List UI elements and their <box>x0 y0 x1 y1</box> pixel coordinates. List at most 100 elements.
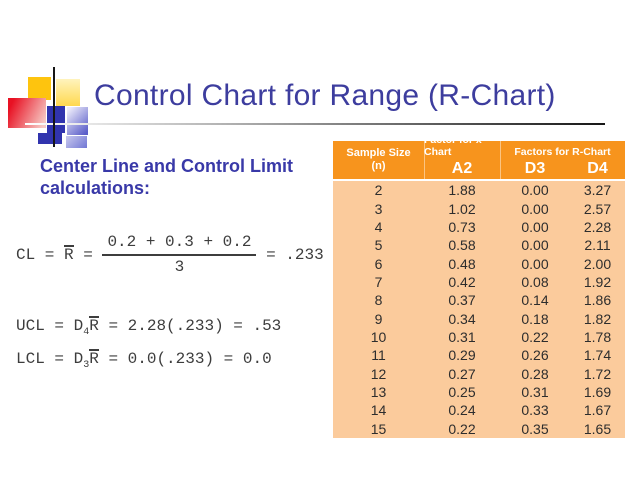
cell-a2: 0.73 <box>448 218 476 235</box>
table-row: 10 0.31 0.22 1.78 <box>333 328 625 346</box>
logo-gold-square <box>28 77 51 100</box>
cell-d4: 2.11 <box>584 237 611 254</box>
cell-d4: 1.67 <box>583 402 612 419</box>
table-row: 5 0.58 0.00 2.11 <box>333 236 625 254</box>
cell-a2: 0.58 <box>448 237 476 254</box>
cell-sample-size: 4 <box>374 218 383 235</box>
factors-table-body: 2 1.88 0.00 3.27 3 1.02 0.00 2.57 4 0.73… <box>333 181 625 438</box>
formula-lcl: LCL = D3R = 0.0(.233) = 0.0 <box>16 349 272 371</box>
cell-sample-size: 5 <box>374 237 383 254</box>
cell-sample-size: 14 <box>370 402 387 419</box>
cell-d4: 1.69 <box>583 384 612 401</box>
ucl-prefix: UCL = D <box>16 317 84 335</box>
table-row: 15 0.22 0.35 1.65 <box>333 420 625 438</box>
section-heading-line2: calculations: <box>40 178 151 198</box>
cl-fraction-numerator: 0.2 + 0.3 + 0.2 <box>102 233 257 256</box>
logo-vertical-line <box>53 67 55 147</box>
cell-d3: 0.28 <box>521 365 549 382</box>
cell-a2: 0.48 <box>448 255 476 272</box>
cell-a2: 1.02 <box>448 200 476 217</box>
table-row: 9 0.34 0.18 1.82 <box>333 310 625 328</box>
cell-d3: 0.00 <box>521 182 549 199</box>
cell-d3: 0.08 <box>521 273 549 290</box>
cell-d4: 1.72 <box>583 365 612 382</box>
lcl-rest: = 0.0(.233) = 0.0 <box>98 350 272 368</box>
cell-d3: 0.35 <box>521 420 549 437</box>
header-col-d3: D3 <box>500 158 570 179</box>
table-row: 2 1.88 0.00 3.27 <box>333 181 625 199</box>
table-row: 3 1.02 0.00 2.57 <box>333 199 625 217</box>
cell-d3: 0.00 <box>521 237 549 254</box>
cl-prefix: CL = <box>16 245 65 264</box>
cell-sample-size: 7 <box>374 273 383 290</box>
cell-sample-size: 8 <box>374 292 383 309</box>
cell-d3: 0.31 <box>521 384 549 401</box>
lcl-subscript: 3 <box>83 360 90 372</box>
cl-fraction-denominator: 3 <box>174 258 185 276</box>
cell-d4: 2.00 <box>583 255 612 272</box>
cl-result: = .233 <box>256 245 324 264</box>
cell-d4: 1.74 <box>583 347 612 364</box>
cell-a2: 0.31 <box>448 329 476 346</box>
cell-d3: 0.26 <box>521 347 549 364</box>
section-heading: Center Line and Control Limit calculatio… <box>40 155 293 199</box>
table-row: 13 0.25 0.31 1.69 <box>333 383 625 401</box>
table-row: 4 0.73 0.00 2.28 <box>333 218 625 236</box>
cell-a2: 0.29 <box>448 347 476 364</box>
table-row: 8 0.37 0.14 1.86 <box>333 291 625 309</box>
cell-d3: 0.00 <box>521 255 549 272</box>
cell-a2: 0.42 <box>448 273 476 290</box>
cell-d4: 2.28 <box>583 218 612 235</box>
r-bar-symbol: R <box>64 245 74 265</box>
section-heading-line1: Center Line and Control Limit <box>40 156 294 176</box>
cell-d4: 1.82 <box>583 310 612 327</box>
cell-a2: 0.22 <box>448 420 476 437</box>
header-sample-size-line2: (n) <box>371 160 386 172</box>
table-row: 11 0.29 0.26 1.74 <box>333 346 625 364</box>
cell-a2: 0.25 <box>448 384 476 401</box>
r-bar-symbol: R <box>89 349 99 368</box>
cell-sample-size: 9 <box>374 310 383 327</box>
logo-lightblue-square <box>67 107 88 135</box>
lcl-prefix: LCL = D <box>16 350 84 368</box>
title-underline <box>25 123 605 125</box>
table-row: 6 0.48 0.00 2.00 <box>333 254 625 272</box>
logo-bottomblue-square <box>38 133 62 144</box>
cell-d3: 0.22 <box>521 329 549 346</box>
factors-table: Sample Size (n) Factor for x-Chart Facto… <box>333 134 625 438</box>
cell-d3: 0.14 <box>521 292 549 309</box>
cell-sample-size: 10 <box>370 329 387 346</box>
cell-d4: 1.92 <box>583 273 612 290</box>
slide-title: Control Chart for Range (R-Chart) <box>94 79 556 112</box>
logo-bottomlight-square <box>66 136 87 148</box>
header-group-xchart: Factor for x-Chart <box>424 134 500 158</box>
header-group-rchart: Factors for R-Chart <box>500 141 625 158</box>
cell-d4: 1.86 <box>583 292 612 309</box>
cell-sample-size: 6 <box>374 255 383 272</box>
cell-a2: 0.34 <box>448 310 476 327</box>
cell-sample-size: 11 <box>371 347 386 364</box>
header-col-d4: D4 <box>587 159 608 177</box>
cell-a2: 1.88 <box>448 182 476 199</box>
header-sample-size-line1: Sample Size <box>346 147 411 159</box>
r-bar-symbol: R <box>89 316 99 335</box>
table-row: 14 0.24 0.33 1.67 <box>333 401 625 419</box>
factors-table-header: Sample Size (n) Factor for x-Chart Facto… <box>333 134 625 179</box>
header-sample-size: Sample Size (n) <box>333 141 424 179</box>
formula-center-line: CL = R = 0.2 + 0.3 + 0.2 3 = .233 <box>16 233 324 276</box>
cell-sample-size: 2 <box>374 182 383 199</box>
formula-ucl: UCL = D4R = 2.28(.233) = .53 <box>16 316 281 338</box>
cell-sample-size: 13 <box>370 384 387 401</box>
logo-lightyellow-square <box>56 79 80 106</box>
cell-d4: 2.57 <box>583 200 612 217</box>
cell-d3: 0.00 <box>521 200 549 217</box>
cell-sample-size: 15 <box>370 420 387 437</box>
table-row: 12 0.27 0.28 1.72 <box>333 365 625 383</box>
cell-d4: 3.27 <box>583 182 612 199</box>
cl-equals: = <box>73 245 103 264</box>
cell-d3: 0.33 <box>521 402 549 419</box>
ucl-subscript: 4 <box>83 327 90 339</box>
cell-d4: 1.78 <box>583 329 612 346</box>
cell-a2: 0.37 <box>448 292 476 309</box>
